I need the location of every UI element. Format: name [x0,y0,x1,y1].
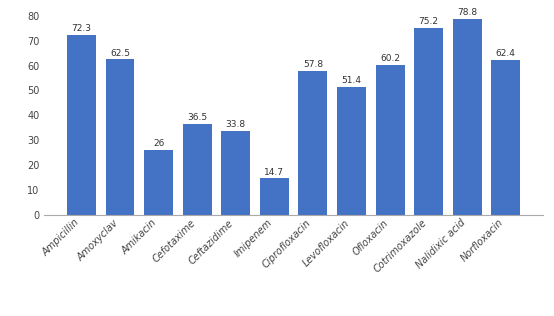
Text: 36.5: 36.5 [187,113,207,122]
Bar [414,28,443,215]
Text: 60.2: 60.2 [380,54,400,63]
Text: 26: 26 [153,139,165,149]
Text: 75.2: 75.2 [419,17,439,26]
Text: 33.8: 33.8 [225,120,246,129]
Bar [260,178,289,215]
Text: 62.5: 62.5 [110,49,130,58]
Bar [376,65,404,215]
Bar [221,131,250,215]
Bar [299,71,327,215]
Bar [453,19,481,215]
Bar [491,60,520,215]
Bar [183,124,212,215]
Bar [144,150,173,215]
Bar [67,35,96,215]
Text: 14.7: 14.7 [264,167,284,177]
Text: 62.4: 62.4 [496,49,516,58]
Bar [337,87,366,215]
Bar [106,59,135,215]
Text: 72.3: 72.3 [71,24,91,33]
Text: 51.4: 51.4 [341,76,361,85]
Text: 57.8: 57.8 [303,60,323,69]
Text: 78.8: 78.8 [457,8,478,17]
